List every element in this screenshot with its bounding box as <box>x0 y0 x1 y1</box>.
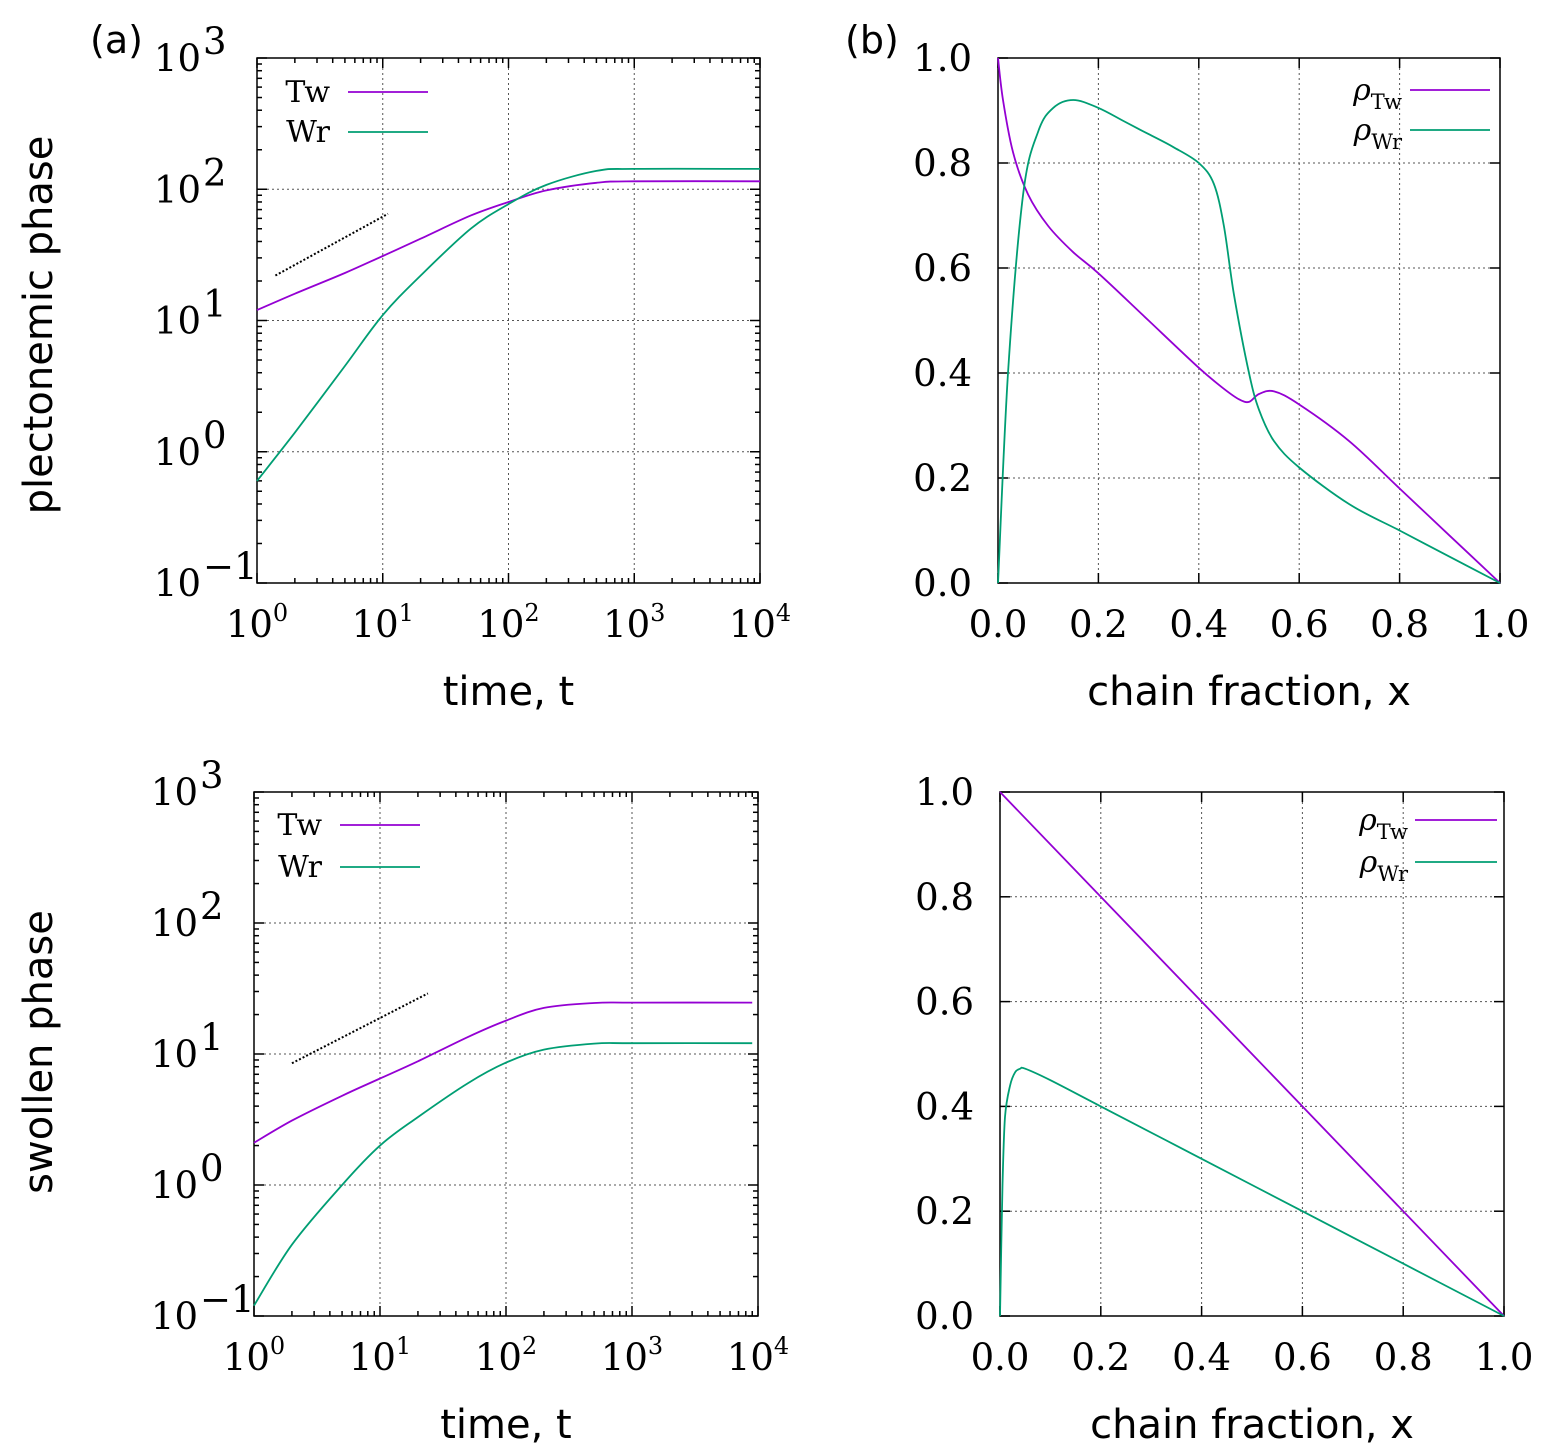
series-line-tw <box>253 1001 753 1144</box>
y-tick-label: 0.8 <box>913 142 972 185</box>
plot-frame <box>999 791 1505 1317</box>
legend-label-wr: Wr <box>278 850 322 885</box>
y-tick-label: 10 <box>151 1164 198 1207</box>
y-tick-label: 10 <box>154 300 201 343</box>
y-tick-exponent: −1 <box>200 1278 255 1321</box>
x-tick-label: 100 <box>223 1332 285 1379</box>
x-tick-label: 0.2 <box>1071 1336 1130 1379</box>
y-tick-label: 0.4 <box>915 1085 974 1128</box>
legend-label-wr: Wr <box>286 115 330 150</box>
x-tick-label: 0.2 <box>1069 603 1128 646</box>
y-tick-label: 0.0 <box>915 1295 974 1338</box>
y-tick-label: 1.0 <box>913 37 972 80</box>
x-tick-label: 0.6 <box>1273 1336 1332 1379</box>
series-line-wr <box>999 1066 1505 1317</box>
y-tick-label: 0.0 <box>913 562 972 605</box>
tick-marks <box>997 57 1501 584</box>
series-line-tw <box>999 791 1505 1317</box>
y-tick-label: 10 <box>151 902 198 945</box>
plot-frame <box>256 57 761 584</box>
y-tick-label: 0.2 <box>913 457 972 500</box>
y-tick-label: 0.2 <box>915 1190 974 1233</box>
x-tick-label: 102 <box>477 599 539 646</box>
x-tick-label: 0.0 <box>971 1336 1030 1379</box>
row-label-plectonemic: plectonemic phase <box>16 136 62 515</box>
plot-frame <box>997 57 1501 584</box>
x-tick-label: 101 <box>352 599 414 646</box>
y-tick-label: 10 <box>151 1033 198 1076</box>
series-line-wr <box>253 1042 753 1307</box>
x-tick-label: 103 <box>603 599 665 646</box>
y-tick-exponent: 0 <box>200 1147 224 1190</box>
x-tick-label: 0.4 <box>1172 1336 1231 1379</box>
x-tick-label: 101 <box>349 1332 411 1379</box>
panel-label-b: (b) <box>845 18 899 62</box>
y-tick-exponent: 2 <box>203 151 227 194</box>
y-tick-exponent: 1 <box>200 1016 224 1059</box>
y-tick-label: 1.0 <box>915 771 974 814</box>
y-tick-exponent: 0 <box>203 414 227 457</box>
y-tick-label: 10 <box>151 1295 198 1338</box>
panel-label-a: (a) <box>90 18 143 62</box>
legend-label-tw: ρTw <box>1358 803 1408 844</box>
series-line-tw <box>256 180 761 311</box>
legend-label-tw: ρTw <box>1352 73 1402 114</box>
legend-label-wr: ρWr <box>1353 113 1403 154</box>
y-tick-exponent: 1 <box>203 283 227 326</box>
x-tick-label: 0.8 <box>1370 603 1429 646</box>
series-line-wr <box>997 99 1501 584</box>
x-tick-label: 102 <box>475 1332 537 1379</box>
x-tick-label: 0.8 <box>1374 1336 1433 1379</box>
y-tick-label: 0.4 <box>913 352 972 395</box>
chart-density-swollen: 0.0 0.2 0.4 0.6 0.8 1.0 0.0 0.2 0.4 0.6 0.8 1.0 chai… <box>915 771 1533 1448</box>
slope-guide-line <box>274 212 389 277</box>
y-tick-exponent: 2 <box>200 885 224 928</box>
y-tick-label: 0.6 <box>913 247 972 290</box>
x-tick-label: 0.6 <box>1270 603 1329 646</box>
y-tick-label: 10 <box>154 431 201 474</box>
y-tick-label: 10 <box>151 771 198 814</box>
x-axis-label: time, t <box>443 669 574 715</box>
x-tick-label: 0.4 <box>1169 603 1228 646</box>
series-line-wr <box>256 167 761 482</box>
x-tick-label: 103 <box>601 1332 663 1379</box>
y-tick-exponent: 3 <box>200 754 224 797</box>
x-axis-label: chain fraction, x <box>1090 1402 1414 1448</box>
plot-frame <box>253 791 759 1317</box>
y-tick-exponent: −1 <box>203 545 258 588</box>
y-tick-label: 0.8 <box>915 876 974 919</box>
y-tick-label: 10 <box>154 168 201 211</box>
row-label-swollen: swollen phase <box>16 910 62 1194</box>
x-tick-label: 104 <box>727 1332 789 1379</box>
x-axis-label: chain fraction, x <box>1087 669 1411 715</box>
y-tick-exponent: 3 <box>203 20 227 63</box>
x-tick-label: 100 <box>226 599 288 646</box>
chart-density-plectonemic: 0.0 0.2 0.4 0.6 0.8 1.0 0.0 0.2 0.4 0.6 0.8 1.0 chai… <box>913 37 1529 715</box>
y-tick-label: 10 <box>154 37 201 80</box>
legend-label-tw: Tw <box>285 75 330 110</box>
x-axis-label: time, t <box>440 1402 571 1448</box>
slope-guide-line <box>291 992 429 1065</box>
legend-label-wr: ρWr <box>1359 845 1409 886</box>
x-tick-label: 104 <box>729 599 791 646</box>
x-tick-label: 0.0 <box>969 603 1028 646</box>
y-tick-label: 0.6 <box>915 981 974 1024</box>
x-tick-label: 1.0 <box>1471 603 1530 646</box>
legend-label-tw: Tw <box>277 808 322 843</box>
tick-marks <box>253 791 759 1317</box>
x-tick-label: 1.0 <box>1475 1336 1534 1379</box>
series-line-tw <box>997 57 1501 584</box>
y-tick-label: 10 <box>154 562 201 605</box>
